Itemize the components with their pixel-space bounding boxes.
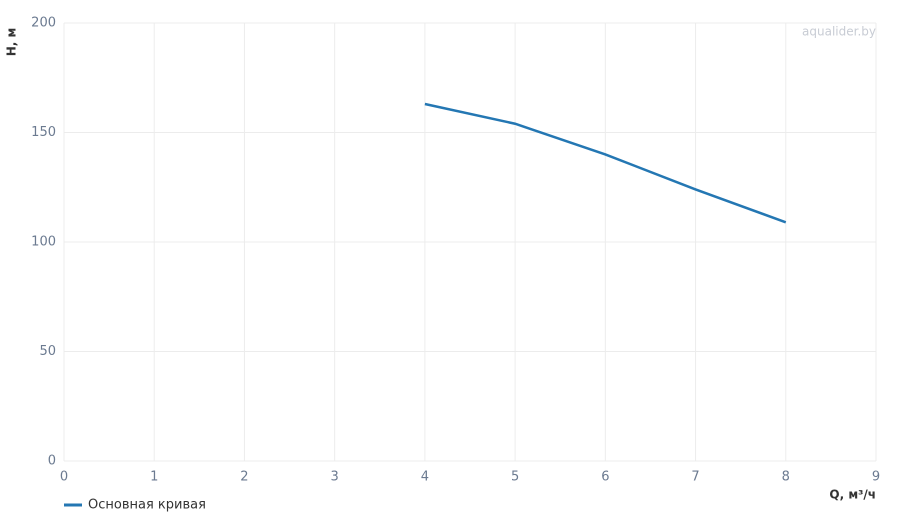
y-tick-label: 50 — [39, 344, 56, 359]
legend-label: Основная кривая — [88, 498, 206, 513]
x-tick-label: 6 — [601, 470, 609, 485]
watermark: aqualider.by — [802, 25, 876, 39]
x-tick-label: 5 — [511, 470, 519, 485]
x-tick-label: 9 — [872, 470, 880, 485]
y-tick-label: 150 — [31, 125, 56, 140]
x-tick-label: 3 — [331, 470, 339, 485]
line — [424, 102, 787, 224]
x-tick-label: 7 — [691, 470, 699, 485]
y-axis-label: H, м — [5, 28, 19, 57]
y-tick-label: 0 — [48, 454, 56, 469]
y-tick-label: 200 — [31, 16, 56, 31]
x-tick-label: 4 — [421, 470, 429, 485]
x-tick-label: 2 — [240, 470, 248, 485]
x-tick-label: 0 — [60, 470, 68, 485]
x-axis-label: Q, м³/ч — [829, 488, 876, 502]
x-tick-label: 8 — [782, 470, 790, 485]
y-tick-label: 100 — [31, 235, 56, 250]
x-tick-label: 1 — [150, 470, 158, 485]
